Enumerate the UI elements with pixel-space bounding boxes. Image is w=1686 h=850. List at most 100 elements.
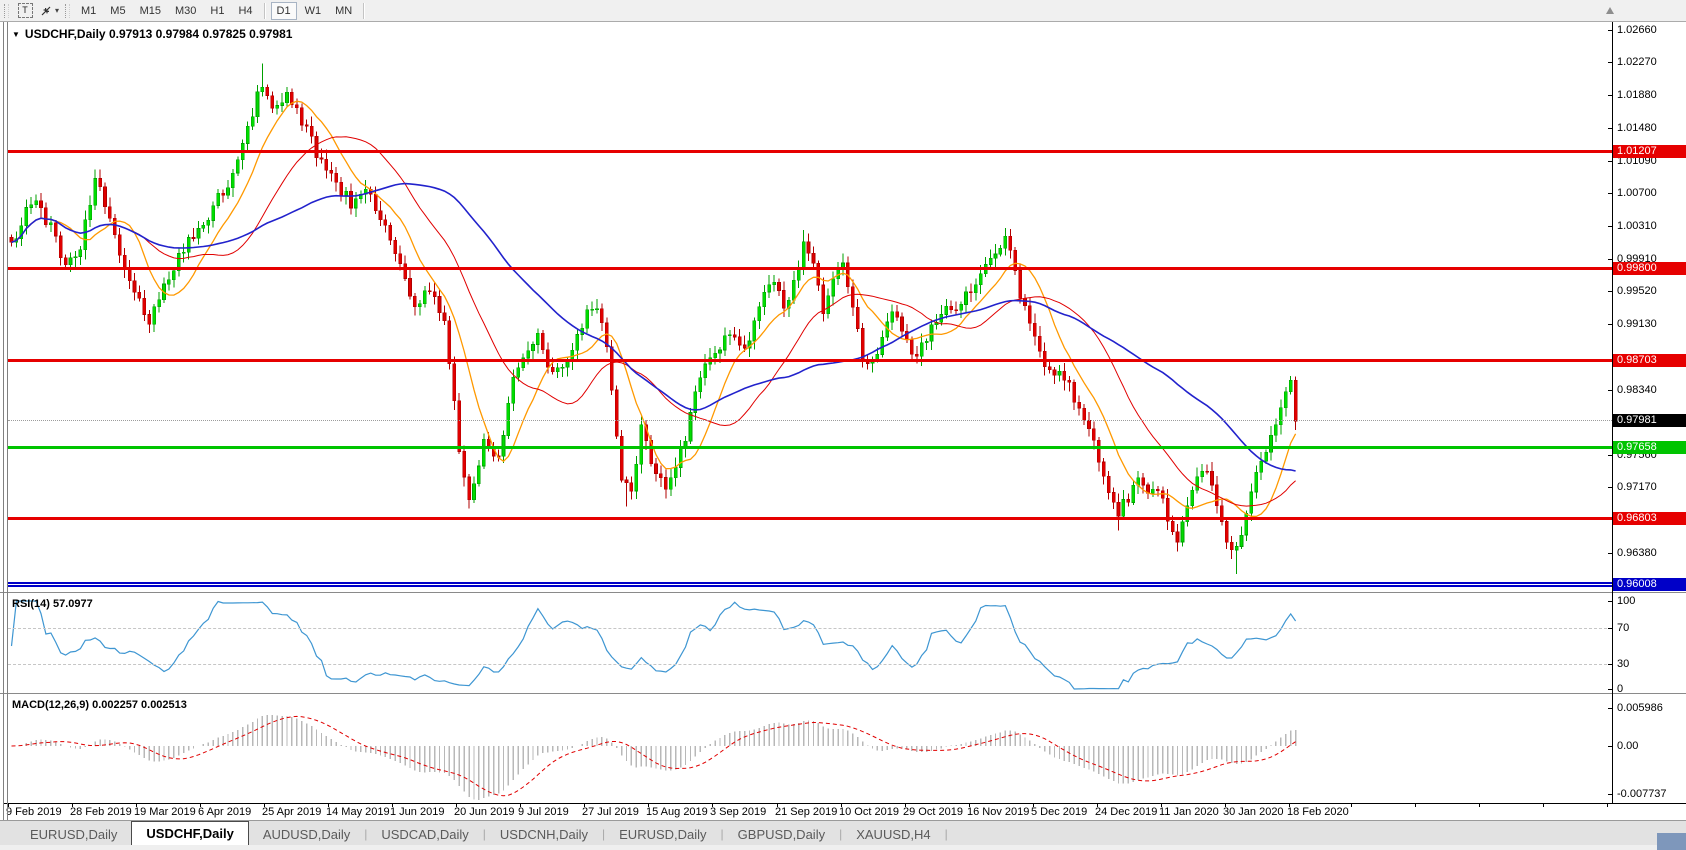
toolbar-overflow-icon[interactable]	[1606, 7, 1614, 14]
chart-tab-USDCAD-Daily[interactable]: USDCAD,Daily	[381, 827, 469, 842]
price-axis-tick-mark	[1608, 390, 1612, 391]
timeframe-button-H4[interactable]: H4	[238, 4, 253, 17]
price-axis-tick-mark	[1608, 226, 1612, 227]
toolbar-grip[interactable]	[4, 3, 9, 18]
toolbar-separator	[263, 2, 266, 19]
horizontal-level-line-0.97658[interactable]	[8, 446, 1612, 449]
rsi-macd-separator[interactable]	[0, 693, 1686, 694]
price-axis-tick-mark	[1608, 30, 1612, 31]
date-axis-label: 9 Jul 2019	[518, 806, 569, 818]
rsi-scale-tick-mark	[1608, 628, 1612, 629]
price-axis-tick-mark	[1608, 291, 1612, 292]
timeframe-button-H1[interactable]: H1	[210, 4, 225, 17]
timeframe-button-M5[interactable]: M5	[110, 4, 126, 17]
macd-scale-label: -0.007737	[1617, 788, 1667, 800]
date-axis-tick	[136, 803, 137, 807]
chart-title-text: USDCHF,Daily 0.97913 0.97984 0.97825 0.9…	[24, 27, 293, 41]
timeframe-button-MN[interactable]: MN	[335, 4, 353, 17]
chart-left-border	[7, 21, 8, 820]
tab-separator: |	[839, 827, 843, 841]
ma-line-slow	[11, 182, 1296, 472]
tab-separator: |	[944, 827, 948, 841]
text-tool-button[interactable]: T	[14, 2, 36, 19]
date-axis-label: 15 Aug 2019	[646, 806, 708, 818]
horizontal-level-line-0.96803[interactable]	[8, 517, 1612, 520]
chevron-down-icon: ▾	[54, 6, 59, 15]
macd-scale-tick-mark	[1608, 708, 1612, 709]
main-rsi-separator[interactable]	[0, 592, 1686, 593]
macd-indicator-label: MACD(12,26,9) 0.002257 0.002513	[12, 699, 187, 711]
chart-tab-USDCNH-Daily[interactable]: USDCNH,Daily	[499, 827, 589, 842]
date-axis-tick	[1097, 803, 1098, 807]
rsi-line	[10, 600, 1297, 690]
toolbar-grip[interactable]	[65, 3, 70, 18]
date-axis-label: 6 Apr 2019	[198, 806, 252, 818]
window-left-border	[3, 21, 4, 820]
price-axis-tick-label: 1.01880	[1617, 89, 1657, 101]
rsi-scale-tick-mark	[1608, 689, 1612, 690]
date-axis-tick	[8, 803, 9, 807]
rsi-level-line-30	[8, 664, 1612, 665]
price-axis-tick-mark	[1608, 193, 1612, 194]
date-axis-label: 20 Jun 2019	[454, 806, 515, 818]
price-axis-tick-label: 1.00310	[1617, 220, 1657, 232]
price-level-badge-0.97658: 0.97658	[1613, 441, 1686, 454]
tab-separator: |	[720, 827, 724, 841]
date-axis-label: 9 Feb 2019	[6, 806, 62, 818]
date-axis-label: 27 Jul 2019	[582, 806, 639, 818]
macd-scale-label: 0.005986	[1617, 702, 1663, 714]
timeframe-button-M15[interactable]: M15	[139, 4, 161, 17]
price-axis-tick-mark	[1608, 455, 1612, 456]
chart-tab-XAUUSD-H4[interactable]: XAUUSD,H4	[856, 827, 931, 842]
ma-line-medium	[11, 136, 1296, 507]
date-axis-tick	[1289, 803, 1290, 807]
bottom-right-corner-element	[1657, 833, 1686, 850]
price-level-badge-0.98703: 0.98703	[1613, 354, 1686, 367]
horizontal-level-line-0.98703[interactable]	[8, 359, 1612, 362]
date-axis-label: 5 Dec 2019	[1031, 806, 1088, 818]
price-axis-tick-mark	[1608, 553, 1612, 554]
timeframe-button-D1[interactable]: D1	[270, 1, 297, 20]
rsi-indicator	[10, 600, 1297, 690]
current-price-line	[8, 420, 1612, 421]
chart-title: ▼ USDCHF,Daily 0.97913 0.97984 0.97825 0.…	[12, 27, 292, 41]
date-axis-tick	[328, 803, 329, 807]
date-axis-label: 24 Dec 2019	[1095, 806, 1158, 818]
tab-separator: |	[602, 827, 606, 841]
price-level-badge-0.96008: 0.96008	[1613, 578, 1686, 591]
cursor-tool-button[interactable]: ▾	[38, 2, 60, 19]
price-axis-tick-mark	[1608, 324, 1612, 325]
price-axis-tick-label: 1.01090	[1617, 155, 1657, 167]
date-axis-tick	[392, 803, 393, 807]
date-axis-tick	[648, 803, 649, 807]
date-axis-tick	[264, 803, 265, 807]
date-axis-label: 16 Nov 2019	[967, 806, 1030, 818]
horizontal-level-line-0.99800[interactable]	[8, 267, 1612, 270]
horizontal-level-line-1.01207[interactable]	[8, 150, 1612, 153]
timeframe-button-W1[interactable]: W1	[304, 4, 322, 17]
date-axis-label: 19 Mar 2019	[134, 806, 196, 818]
rsi-level-line-70	[8, 628, 1612, 629]
chart-tab-EURUSD-Daily[interactable]: EURUSD,Daily	[30, 827, 118, 842]
date-axis-tick	[584, 803, 585, 807]
timeframe-button-M1[interactable]: M1	[81, 4, 97, 17]
macd-signal	[11, 715, 1296, 797]
date-axis-tick	[1415, 803, 1416, 807]
horizontal-level-line-0.96008[interactable]	[8, 582, 1612, 587]
macd-scale-tick-mark	[1608, 794, 1612, 795]
current-price-badge: 0.97981	[1613, 414, 1686, 427]
date-axis-label: 14 May 2019	[326, 806, 390, 818]
price-axis-tick-label: 0.96380	[1617, 547, 1657, 559]
date-axis-tick	[1225, 803, 1226, 807]
date-axis-tick	[200, 803, 201, 807]
timeframe-button-M30[interactable]: M30	[174, 4, 197, 17]
date-axis-label: 18 Feb 2020	[1287, 806, 1349, 818]
rsi-scale-label: 70	[1617, 622, 1630, 634]
chart-tab-EURUSD-Daily[interactable]: EURUSD,Daily	[619, 827, 707, 842]
chart-tab-GBPUSD-Daily[interactable]: GBPUSD,Daily	[737, 827, 826, 842]
rsi-scale-label: 30	[1617, 658, 1630, 670]
chart-tab-AUDUSD-Daily[interactable]: AUDUSD,Daily	[262, 827, 351, 842]
chart-tab-USDCHF-Daily[interactable]: USDCHF,Daily	[131, 821, 249, 845]
price-axis-tick-label: 0.99520	[1617, 285, 1657, 297]
